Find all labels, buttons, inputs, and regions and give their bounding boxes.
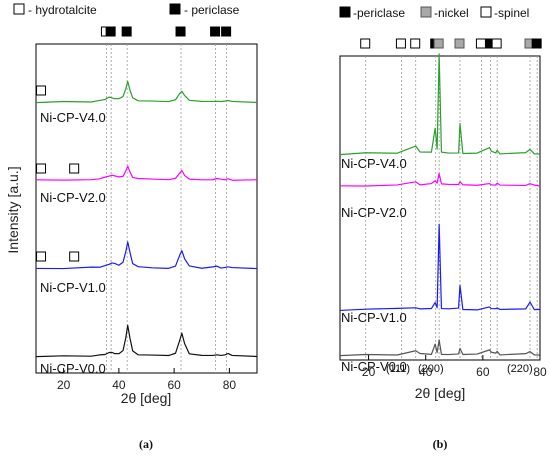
ref-marker-b-5-gray-square (454, 38, 465, 49)
series-line-b-ni-cp-v1-0 (339, 223, 541, 312)
series-line-b-ni-cp-v0-0 (339, 339, 541, 357)
panel-label-b: (b) (433, 437, 448, 451)
legend-b-periclase-label: -periclase (353, 6, 405, 20)
panel-b: -periclase -nickel -spinel Ni-CP-V0.0Ni-… (339, 6, 547, 451)
reference-lines-a (106, 44, 228, 373)
series-label-b-ni-cp-v2-0: Ni-CP-V2.0 (341, 205, 407, 220)
series-line-a-ni-cp-v4-0 (35, 80, 258, 104)
ref-marker-a-4-filled-square (210, 26, 221, 37)
ref-marker-b-6-open-square (475, 38, 486, 49)
legend-a-periclase-marker (169, 3, 181, 15)
legend-b-nickel-marker (420, 6, 432, 18)
panel-label-a: (a) (139, 437, 153, 451)
series-line-a-ni-cp-v0-0 (35, 324, 258, 358)
x-axis-title-b: 2θ [deg] (415, 385, 466, 401)
legend-a: - hydrotalcite - periclase (13, 3, 240, 17)
series-label-a-ni-cp-v4-0: Ni-CP-V4.0 (40, 110, 106, 125)
ref-marker-a-2-filled-square (121, 26, 132, 37)
ref-marker-a-3-filled-square (175, 26, 186, 37)
series-label-a-ni-cp-v2-0: Ni-CP-V2.0 (40, 190, 106, 205)
legend-b-spinel-label: -spinel (494, 6, 529, 20)
plot-frame-a (35, 43, 258, 374)
ref-marker-b-10-filled-square (531, 38, 542, 49)
series-label-a-ni-cp-v1-0: Ni-CP-V1.0 (40, 280, 106, 295)
legend-a-hydrotalcite-marker (13, 3, 25, 15)
legend-a-periclase-label: - periclase (184, 3, 240, 17)
reference-markers-a (100, 26, 232, 37)
legend-a-hydrotalcite-label: - hydrotalcite (28, 3, 97, 17)
x-axis-b: 20 40 60 80 (362, 355, 547, 379)
annotation-111: (111) (386, 363, 410, 375)
series-label-b-ni-cp-v1-0: Ni-CP-V1.0 (341, 310, 407, 325)
trace-marker-a-ni-cp-v4-0-0 (36, 85, 47, 96)
x-tick-label-a-40: 40 (112, 378, 126, 392)
x-tick-label-a-60: 60 (167, 378, 181, 392)
x-tick-label-b-80: 80 (533, 365, 547, 379)
x-tick-label-b-20: 20 (362, 365, 376, 379)
series-group-a: Ni-CP-V0.0 Ni-CP-V1.0 Ni-CP-V2.0 Ni-CP-V4.0 (35, 80, 258, 376)
series-label-a-ni-cp-v0-0: Ni-CP-V0.0 (40, 361, 106, 376)
reference-markers-b (360, 38, 542, 49)
series-line-b-ni-cp-v2-0 (339, 172, 541, 187)
series-label-b-ni-cp-v0-0: Ni-CP-V0.0 (341, 359, 407, 374)
x-tick-label-b-60: 60 (476, 365, 490, 379)
panel-a: - hydrotalcite - periclase Ni-CP-V0.0Ni-… (5, 3, 258, 451)
annotation-220: (220) (507, 363, 533, 375)
x-axis-a: 20 40 60 80 (57, 368, 236, 392)
ref-marker-b-2-open-square (410, 38, 421, 49)
ref-marker-b-8-open-square (491, 38, 502, 49)
trace-marker-a-ni-cp-v2-0-1 (69, 163, 80, 174)
series-line-a-ni-cp-v2-0 (35, 165, 258, 181)
series-group-b: Ni-CP-V0.0 Ni-CP-V1.0 Ni-CP-V2.0 Ni-CP-V4.0 (339, 53, 541, 374)
x-tick-label-a-80: 80 (223, 378, 237, 392)
legend-b-spinel-marker (480, 6, 492, 18)
annotation-200: (200) (418, 363, 444, 375)
trace-marker-a-ni-cp-v1-0-1 (69, 251, 80, 262)
x-tick-label-b-40: 40 (419, 365, 433, 379)
y-axis-title-a: Intensity [a.u.] (5, 166, 21, 253)
legend-b: -periclase -nickel -spinel (339, 6, 529, 20)
trace-marker-a-ni-cp-v1-0-0 (36, 251, 47, 262)
ref-marker-b-4-gray-square (433, 38, 444, 49)
x-axis-title-a: 2θ [deg] (121, 390, 172, 406)
legend-b-nickel-label: -nickel (434, 6, 469, 20)
series-label-b-ni-cp-v4-0: Ni-CP-V4.0 (341, 156, 407, 171)
ref-marker-b-1-open-square (395, 38, 406, 49)
x-tick-label-a-20: 20 (57, 378, 71, 392)
legend-b-periclase-marker (339, 6, 351, 18)
series-line-b-ni-cp-v4-0 (339, 53, 541, 156)
series-line-a-ni-cp-v1-0 (35, 241, 258, 270)
ref-marker-a-1-filled-square (105, 26, 116, 37)
ref-marker-b-0-open-square (360, 38, 371, 49)
plot-frame-b (339, 55, 541, 361)
ref-marker-a-5-filled-square (221, 26, 232, 37)
trace-marker-a-ni-cp-v2-0-0 (36, 163, 47, 174)
